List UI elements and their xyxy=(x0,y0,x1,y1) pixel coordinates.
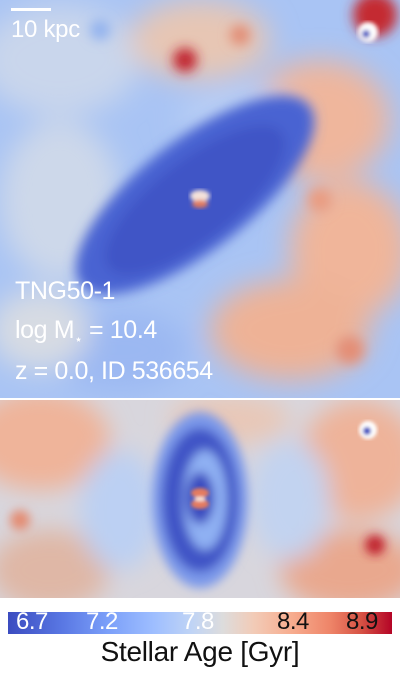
colorbar-tick: 6.7 xyxy=(16,608,48,635)
stellar-age-map-top-image xyxy=(0,0,400,398)
scale-bar-label: 10 kpc xyxy=(11,16,80,43)
stellar-age-map-bottom xyxy=(0,400,400,598)
colorbar-tick: 7.2 xyxy=(86,608,118,635)
redshift-id-label: z = 0.0, ID 536654 xyxy=(15,357,213,385)
stellar-mass-value: = 10.4 xyxy=(82,316,157,344)
colorbar-tick: 8.4 xyxy=(277,608,309,635)
stellar-mass-subscript: ⋆ xyxy=(74,331,83,347)
scale-bar xyxy=(11,8,51,11)
simulation-label: TNG50-1 xyxy=(15,277,116,305)
colorbar xyxy=(8,612,392,634)
stellar-mass-label: log M⋆ = 10.4 xyxy=(15,315,157,348)
stellar-mass-prefix: log M xyxy=(15,316,75,344)
colorbar-tick: 8.9 xyxy=(346,608,378,635)
stellar-age-map-bottom-image xyxy=(0,400,400,598)
stellar-age-map-top: 10 kpc TNG50-1 log M⋆ = 10.4 z = 0.0, ID… xyxy=(0,0,400,398)
colorbar-tick: 7.8 xyxy=(182,608,214,635)
colorbar-label: Stellar Age [Gyr] xyxy=(100,636,300,667)
